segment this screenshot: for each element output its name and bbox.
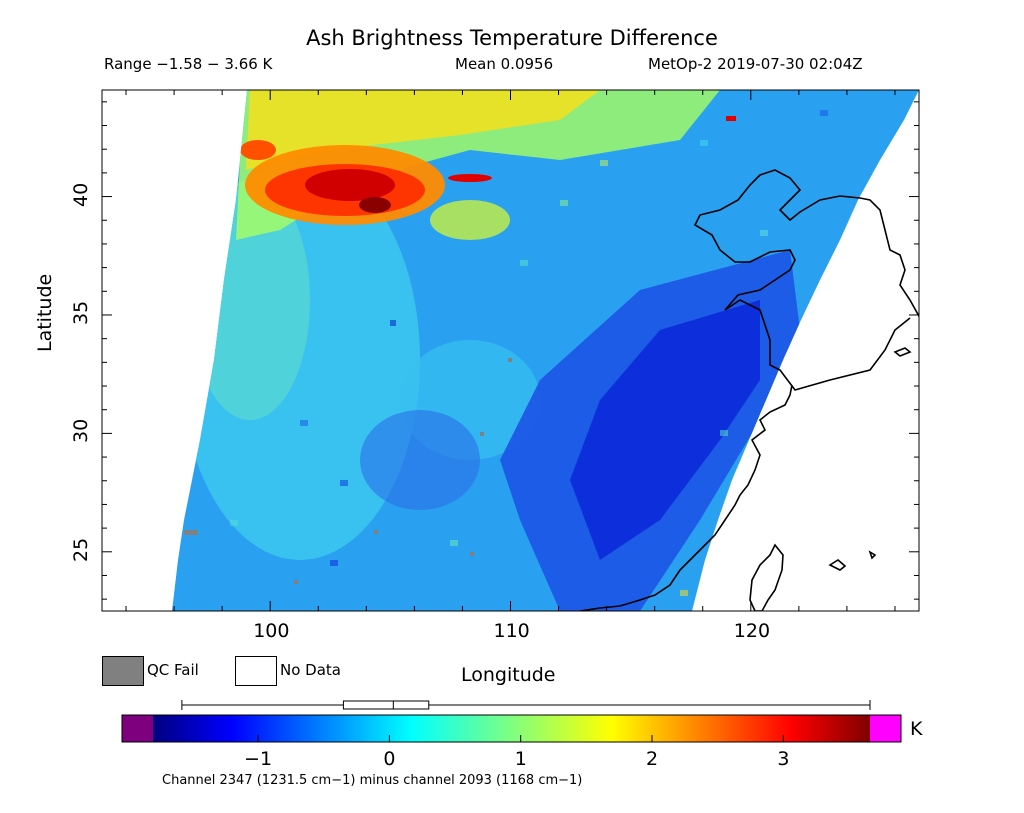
x-axis [125, 90, 896, 611]
colorbar-tick-label: −1 [244, 748, 273, 770]
y-tick-label: 40 [70, 182, 92, 207]
y-tick-label: 35 [70, 300, 92, 325]
x-axis-label: Longitude [461, 664, 556, 686]
colorbar-tick-label: 2 [646, 748, 659, 770]
plot-title: Ash Brightness Temperature Difference [306, 26, 718, 50]
colorbar-tick-label: 1 [514, 748, 527, 770]
satellite-text: MetOp-2 2019-07-30 02:04Z [648, 55, 863, 73]
colorbar-tick-label: 0 [383, 748, 396, 770]
no-data-label: No Data [280, 661, 341, 679]
colorbar-ticks [257, 735, 784, 742]
no-data-swatch [235, 656, 277, 686]
colorbar-gradient [153, 715, 870, 742]
colorbar-tick-label: 3 [777, 748, 790, 770]
colorbar-unit: K [910, 718, 923, 740]
y-tick-label: 25 [70, 537, 92, 562]
x-tick-label: 100 [253, 620, 290, 642]
qc-fail-label: QC Fail [147, 661, 199, 679]
qc-fail-swatch [102, 656, 144, 686]
range-text: Range −1.58 − 3.66 K [104, 55, 273, 73]
colorbar [121, 714, 902, 743]
x-tick-label: 110 [493, 620, 530, 642]
boxplot-box [342, 700, 430, 710]
x-tick-label: 120 [733, 620, 771, 642]
colorbar-caption: Channel 2347 (1231.5 cm−1) minus channel… [162, 773, 583, 788]
distribution-boxplot [181, 700, 871, 710]
y-axis [102, 101, 919, 600]
y-tick-label: 30 [70, 419, 92, 444]
colorbar-over-color [870, 715, 901, 742]
y-axis-label: Latitude [34, 273, 56, 352]
satellite-swath [172, 90, 919, 611]
colorbar-under-color [122, 715, 153, 742]
coastline [579, 169, 919, 611]
mean-text: Mean 0.0956 [455, 55, 554, 73]
